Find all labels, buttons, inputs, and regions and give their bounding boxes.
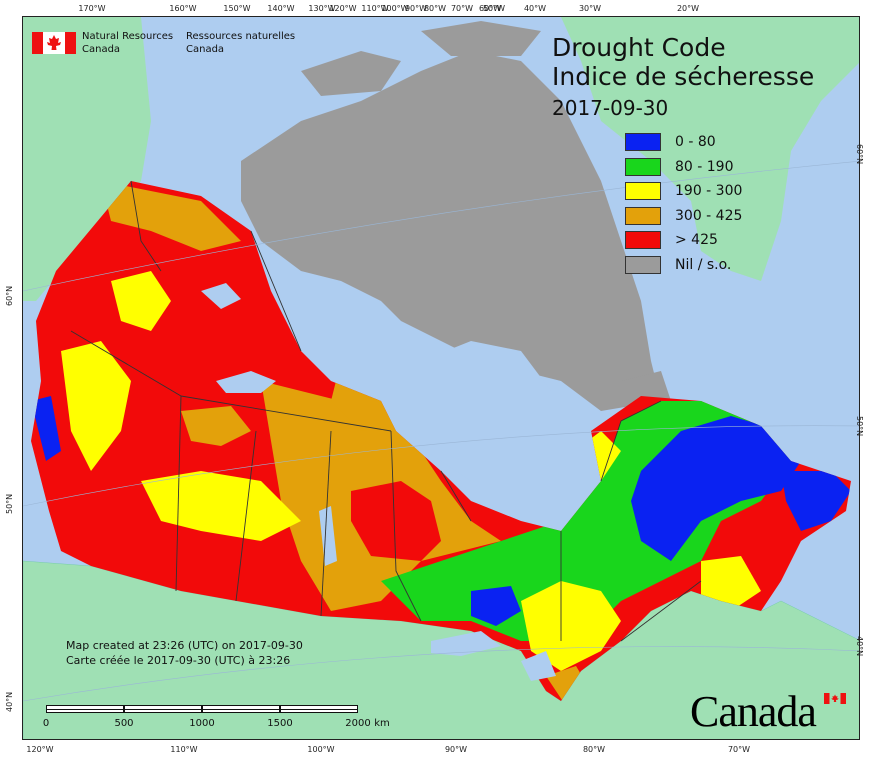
longitude-label: 90°W: [444, 745, 468, 754]
legend-swatch: [625, 231, 661, 249]
provincial-borders: [70, 180, 702, 642]
hudson-bay: [396, 341, 561, 501]
lake-winnipeg: [319, 506, 337, 566]
longitude-label: 110°W: [361, 4, 389, 13]
longitude-label: 120°W: [26, 745, 54, 754]
scale-label: 2000: [345, 718, 371, 729]
canada-wordmark: Canada: [690, 687, 817, 736]
legend-swatch: [625, 206, 661, 225]
island-2: [421, 21, 541, 56]
legend-label: 300 - 425: [675, 207, 743, 224]
title-en: Drought Code: [552, 33, 726, 62]
longitude-label: 30°W: [578, 4, 602, 13]
legend-label: 80 - 190: [675, 158, 734, 175]
map-title: Drought Code Indice de sécheresse 2017-0…: [552, 33, 814, 121]
scale-label: 0: [42, 718, 50, 729]
map-drawing: [23, 17, 859, 739]
longitude-label: 150°W: [223, 4, 251, 13]
greenland-land: [561, 17, 859, 281]
legend-label: 0 - 80: [675, 134, 716, 150]
latitude-label: 60°N: [5, 285, 14, 306]
longitude-label: 100°W: [307, 745, 335, 754]
department-name-en: Natural Resources Canada: [82, 31, 174, 55]
longitude-label: 120°W: [329, 4, 357, 13]
longitude-label: 140°W: [267, 4, 295, 13]
longitude-label: 70°W: [450, 4, 474, 13]
scale-label: 1000: [189, 718, 215, 729]
latitude-label: 60°N: [855, 144, 864, 165]
longitude-label: 20°W: [676, 4, 700, 13]
longitude-label: 60°W: [478, 4, 502, 13]
wordmark-flag-icon: [824, 693, 846, 704]
legend-swatch: [625, 255, 661, 274]
legend-swatch: [625, 133, 661, 151]
scale-label: 500: [114, 718, 134, 729]
scale-bar: 0 500 1000 1500 2000 km: [42, 705, 406, 735]
lake-superior: [431, 631, 501, 656]
creation-note-en: Map created at 23:26 (UTC) on 2017-09-30: [66, 639, 303, 652]
longitude-label: 170°W: [78, 4, 106, 13]
longitude-label: 40°W: [523, 4, 547, 13]
creation-note: Map created at 23:26 (UTC) on 2017-09-30…: [66, 638, 303, 668]
legend-label: Nil / s.o.: [675, 256, 732, 273]
lake-great-slave: [216, 371, 276, 393]
legend-label: 190 - 300: [675, 183, 743, 199]
scale-unit: km: [374, 718, 390, 729]
latitude-label: 50°N: [5, 493, 14, 514]
scale-label: 1500: [267, 718, 293, 729]
longitude-label: 100°W: [381, 4, 409, 13]
map-date: 2017-09-30: [552, 96, 669, 120]
legend-swatch: [625, 157, 661, 176]
map-area[interactable]: [22, 16, 860, 740]
scale-inner-line: [46, 709, 358, 713]
longitude-label: 80°W: [423, 4, 447, 13]
latitude-label: 40°N: [855, 636, 864, 657]
creation-note-fr: Carte créée le 2017-09-30 (UTC) à 23:26: [66, 654, 291, 667]
title-fr: Indice de sécheresse: [552, 62, 815, 91]
longitude-label: 80°W: [582, 745, 606, 754]
department-name-fr: Ressources naturelles Canada: [186, 31, 296, 55]
graticule: [23, 160, 859, 702]
alaska-land: [23, 17, 151, 301]
longitude-label: 70°W: [727, 745, 751, 754]
legend-label: > 425: [675, 232, 718, 248]
canada-flag-icon: [32, 32, 76, 54]
latitude-label: 40°N: [5, 691, 14, 712]
legend-swatch: [625, 182, 661, 200]
island-1: [301, 51, 401, 96]
longitude-label: 130°W: [308, 4, 336, 13]
longitude-label: 90°W: [404, 4, 428, 13]
latitude-label: 50°N: [855, 416, 864, 437]
longitude-label: 50°W: [482, 4, 506, 13]
lake-great-bear: [201, 283, 241, 309]
longitude-label: 160°W: [169, 4, 197, 13]
arctic-grey: [241, 51, 661, 411]
lake-huron: [521, 651, 556, 681]
longitude-label: 110°W: [170, 745, 198, 754]
